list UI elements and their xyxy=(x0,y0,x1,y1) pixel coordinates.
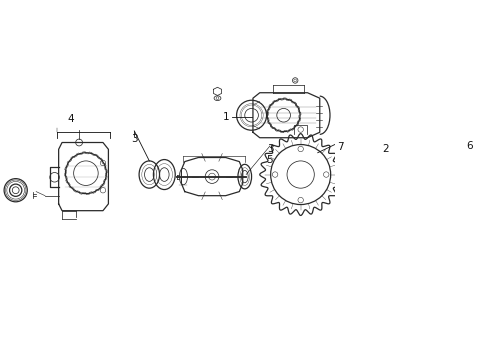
Text: 1: 1 xyxy=(222,112,229,122)
Text: 3: 3 xyxy=(131,134,138,144)
Text: 5: 5 xyxy=(267,154,273,165)
Text: 2: 2 xyxy=(383,144,389,154)
Text: 6: 6 xyxy=(466,141,473,151)
Text: 3: 3 xyxy=(267,144,273,154)
Text: 7: 7 xyxy=(337,142,343,152)
Text: 4: 4 xyxy=(68,114,74,124)
